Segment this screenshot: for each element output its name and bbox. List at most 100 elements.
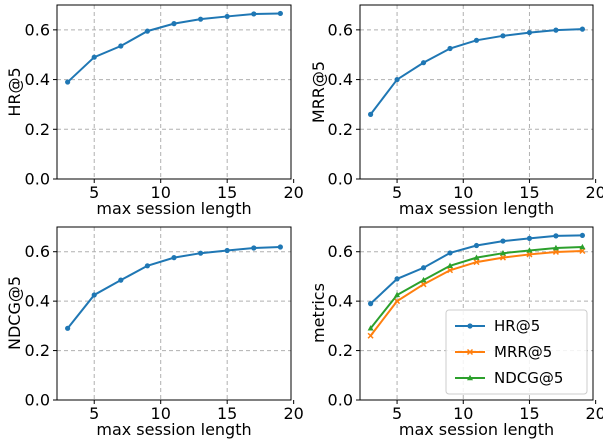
legend: HR@5 MRR@5 NDCG@5 (445, 309, 588, 395)
data-point-2-8-stroke-b (552, 248, 559, 255)
data-point-1-4 (144, 28, 151, 34)
legend-marker-2-stroke-b (466, 348, 474, 356)
y-axis-label: metrics (309, 283, 328, 343)
data-point-1-2 (394, 276, 400, 282)
data-point-3-7 (526, 247, 533, 253)
data-point-1-8 (553, 233, 559, 239)
y-tick-label-2: 0.4 (328, 70, 353, 89)
data-point-1-6 (500, 238, 506, 244)
axes-frame (359, 4, 594, 180)
data-point-2-2 (394, 298, 401, 305)
legend-marker-1 (467, 323, 473, 329)
data-point-1-7 (526, 29, 533, 36)
data-point-1-1 (367, 301, 374, 307)
y-tick-label-0: 0.0 (328, 391, 353, 410)
data-point-2-9 (579, 247, 586, 255)
legend-label-2: MRR@5 (494, 343, 552, 361)
data-point-1-6 (197, 16, 204, 22)
y-tick-label-1: 0.2 (328, 341, 353, 360)
x-tick-label-3: 20 (283, 404, 303, 423)
data-point-2-5-stroke-b (473, 259, 480, 266)
x-tick-label-0: 5 (89, 183, 99, 202)
data-point-2-3-stroke-b (420, 281, 427, 288)
subplot-1: 5 10 15 20 0.0 0.2 0.4 0.6 max session length HR@… (5, 4, 304, 218)
x-tick-label-3: 20 (585, 183, 603, 202)
x-tick-label-2: 15 (519, 183, 539, 202)
data-point-1-9 (579, 232, 586, 239)
data-point-3-4 (447, 262, 454, 269)
y-tick-label-1: 0.2 (328, 120, 353, 139)
data-point-1-5 (473, 37, 480, 43)
x-tick-label-1: 10 (453, 404, 473, 423)
data-point-3-2 (394, 291, 401, 298)
data-point-2-7 (526, 251, 533, 258)
y-tick-label-1: 0.2 (25, 120, 50, 139)
legend-marker-2 (466, 348, 474, 356)
y-tick-label-0: 0.0 (25, 170, 50, 189)
data-point-1-5 (171, 21, 177, 27)
x-tick-label-2: 15 (217, 183, 237, 202)
subplot-3: 5 10 15 20 0.0 0.2 0.4 0.6 max session length NDC… (5, 226, 304, 439)
x-tick-label-1: 10 (151, 404, 171, 423)
y-axis-label: HR@5 (5, 67, 24, 116)
data-point-2-5 (473, 259, 480, 266)
data-point-2-4-stroke-b (446, 267, 454, 274)
data-point-1-7 (224, 247, 230, 254)
data-point-3-6 (499, 249, 506, 256)
axes-frame (359, 226, 594, 401)
data-point-3-3 (420, 276, 427, 283)
subplot-2: 5 10 15 20 0.0 0.2 0.4 0.6 max session length MRR… (309, 4, 603, 218)
legend-label-1: HR@5 (494, 317, 540, 335)
data-point-1-6 (500, 33, 506, 39)
y-tick-label-2: 0.4 (25, 292, 50, 311)
subplot-4: 5 10 15 20 0.0 0.2 0.4 0.6 max session length met… (309, 226, 603, 439)
y-tick-label-3: 0.6 (328, 20, 353, 39)
data-point-1-1 (65, 79, 71, 85)
data-point-1-8 (251, 11, 257, 17)
y-tick-label-3: 0.6 (25, 20, 50, 39)
x-tick-label-0: 5 (392, 183, 402, 202)
data-point-1-2 (394, 76, 400, 83)
data-point-2-1 (367, 332, 374, 339)
x-tick-label-3: 20 (283, 183, 303, 202)
data-point-3-9 (579, 243, 586, 250)
x-tick-label-2: 15 (519, 404, 539, 423)
data-point-2-3 (420, 281, 427, 288)
data-point-1-3 (420, 60, 427, 66)
data-point-1-6 (197, 250, 204, 256)
legend-marker-3 (467, 374, 473, 381)
data-point-1-1 (367, 111, 374, 117)
data-point-1-3 (420, 265, 427, 271)
x-tick-label-1: 10 (453, 183, 473, 202)
data-point-1-7 (224, 13, 230, 20)
data-point-1-4 (447, 45, 453, 52)
x-tick-label-3: 20 (585, 404, 603, 423)
y-tick-label-2: 0.4 (328, 292, 353, 311)
data-point-1-7 (526, 235, 533, 241)
data-point-1-5 (473, 242, 480, 249)
y-tick-label-0: 0.0 (25, 391, 50, 410)
data-point-2-6 (499, 254, 507, 261)
y-axis-label: MRR@5 (309, 61, 328, 123)
x-tick-label-0: 5 (89, 404, 99, 423)
data-point-1-3 (118, 277, 124, 283)
y-tick-label-3: 0.6 (328, 242, 353, 261)
axes-frame (56, 226, 292, 401)
data-point-2-1-stroke-b (367, 332, 374, 339)
x-tick-label-2: 15 (217, 404, 237, 423)
data-point-1-8 (251, 245, 257, 251)
legend-label-3: NDCG@5 (494, 369, 563, 387)
x-axis-label: max session length (96, 420, 251, 439)
data-point-2-9-stroke-b (579, 247, 586, 255)
x-axis-label: max session length (399, 420, 554, 439)
data-point-1-4 (144, 263, 151, 269)
x-axis-label: max session length (96, 199, 251, 218)
data-point-1-9 (579, 26, 586, 32)
data-point-3-5 (473, 254, 480, 260)
legend-box (445, 309, 588, 395)
data-point-2-7-stroke-b (526, 251, 533, 258)
data-point-1-8 (553, 27, 559, 33)
y-tick-label-3: 0.6 (25, 242, 50, 261)
x-tick-label-0: 5 (392, 404, 402, 423)
